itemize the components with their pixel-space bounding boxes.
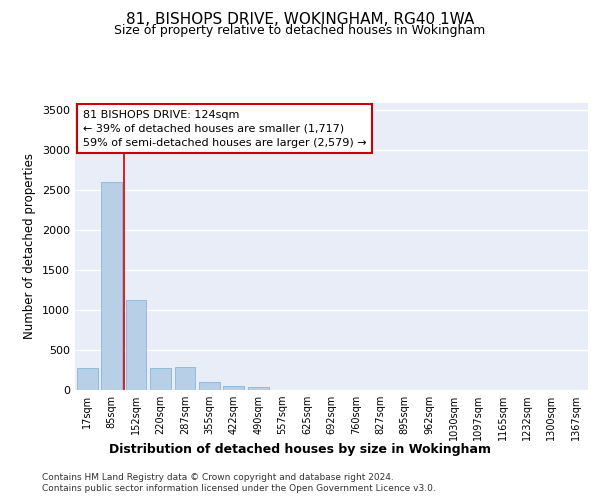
Bar (248, 387, 269, 390)
Bar (223, 386, 244, 390)
Bar (101, 182, 122, 390)
Text: 81, BISHOPS DRIVE, WOKINGHAM, RG40 1WA: 81, BISHOPS DRIVE, WOKINGHAM, RG40 1WA (126, 12, 474, 28)
Text: Size of property relative to detached houses in Wokingham: Size of property relative to detached ho… (115, 24, 485, 37)
Bar (199, 382, 220, 390)
Text: Contains HM Land Registry data © Crown copyright and database right 2024.: Contains HM Land Registry data © Crown c… (42, 472, 394, 482)
Text: Contains public sector information licensed under the Open Government Licence v3: Contains public sector information licen… (42, 484, 436, 493)
Bar (150, 368, 171, 390)
Bar (77, 368, 98, 390)
Bar (125, 300, 146, 390)
Text: 81 BISHOPS DRIVE: 124sqm
← 39% of detached houses are smaller (1,717)
59% of sem: 81 BISHOPS DRIVE: 124sqm ← 39% of detach… (83, 110, 367, 148)
Bar (175, 367, 196, 390)
Text: Distribution of detached houses by size in Wokingham: Distribution of detached houses by size … (109, 442, 491, 456)
Y-axis label: Number of detached properties: Number of detached properties (23, 153, 37, 340)
